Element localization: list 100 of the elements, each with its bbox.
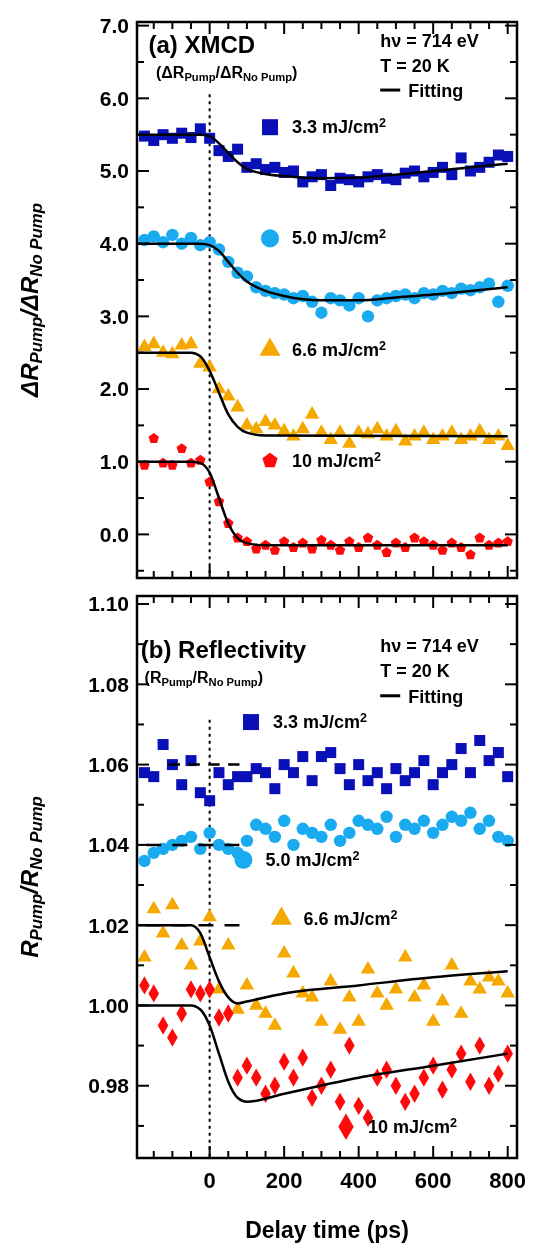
point <box>306 775 318 787</box>
annotation: (R$_{Pump}$/R$_{No Pump}$) <box>144 669 264 688</box>
annotation: (ΔR$_{Pump}$/ΔR$_{No Pump}$) <box>156 63 298 83</box>
x-axis-title: Delay time (ps) <box>245 1217 409 1243</box>
point <box>250 818 263 832</box>
x-tick-label: 600 <box>414 1168 452 1193</box>
point <box>334 763 346 775</box>
y-tick-label: 1.06 <box>88 752 129 776</box>
point <box>221 387 236 401</box>
point <box>407 989 422 1002</box>
y-tick-label: 6.0 <box>99 86 129 110</box>
point <box>436 767 448 779</box>
point <box>370 420 385 434</box>
point <box>409 532 420 543</box>
point <box>268 830 282 844</box>
y-tick-label: 1.0 <box>99 450 129 474</box>
point <box>444 956 460 970</box>
point <box>287 838 300 852</box>
point <box>409 767 421 779</box>
point <box>425 1013 441 1026</box>
point <box>267 417 283 430</box>
point <box>248 997 264 1010</box>
point <box>232 143 244 155</box>
y-tick-label: 3.0 <box>99 304 129 328</box>
point <box>176 779 188 791</box>
point <box>250 158 262 170</box>
point <box>436 818 449 832</box>
point <box>399 775 411 787</box>
point <box>342 989 357 1002</box>
point <box>315 830 328 844</box>
point <box>362 775 374 787</box>
point <box>371 767 383 779</box>
point <box>137 948 152 962</box>
y-tick-label: 7.0 <box>99 13 129 37</box>
point <box>464 767 476 779</box>
y-tick-label: 1.04 <box>88 833 130 857</box>
point <box>361 310 375 323</box>
point <box>295 420 311 434</box>
point <box>325 747 337 759</box>
point <box>239 977 255 990</box>
point <box>502 150 514 162</box>
point <box>221 936 236 950</box>
point <box>146 900 161 914</box>
point <box>482 814 496 827</box>
y-tick-label: 1.08 <box>88 672 130 696</box>
point <box>380 810 393 823</box>
point <box>269 783 281 795</box>
point <box>174 337 189 350</box>
annotation: (a) XMCD <box>148 30 256 58</box>
point <box>314 1013 329 1026</box>
point <box>472 981 487 994</box>
point <box>146 335 161 349</box>
y-tick-label: 5.0 <box>99 159 129 183</box>
point <box>388 981 404 994</box>
point <box>174 936 189 950</box>
legend-label: Fitting <box>408 686 464 707</box>
point <box>323 973 338 986</box>
point <box>267 1017 283 1030</box>
point <box>474 735 486 747</box>
point <box>155 924 171 938</box>
point <box>287 165 299 177</box>
point <box>258 413 273 426</box>
legend-label: 6.6 mJ/cm$^{2}$ <box>303 907 398 929</box>
point <box>463 973 478 986</box>
point <box>500 985 515 998</box>
point <box>148 432 159 443</box>
legend-label: 3.3 mJ/cm$^{2}$ <box>273 711 368 733</box>
point <box>389 830 403 844</box>
point <box>483 755 495 767</box>
point <box>259 822 272 836</box>
y-tick-label: 0.98 <box>88 1074 130 1098</box>
y-tick-label: 1.00 <box>88 993 129 1017</box>
point <box>297 751 309 763</box>
point <box>427 779 439 791</box>
point <box>324 818 337 832</box>
point <box>204 795 216 807</box>
point <box>492 747 504 759</box>
legend-label: 10 mJ/cm$^{2}$ <box>368 1115 458 1137</box>
y-tick-label: 1.10 <box>88 592 129 616</box>
point <box>176 443 187 454</box>
point <box>286 964 301 978</box>
point <box>222 779 234 791</box>
point <box>342 435 357 448</box>
point <box>277 814 291 827</box>
point <box>278 759 290 771</box>
point <box>240 834 254 848</box>
point <box>230 398 245 412</box>
point <box>370 985 385 998</box>
point <box>455 743 467 755</box>
point <box>390 763 402 775</box>
point <box>371 822 384 836</box>
point <box>343 779 355 791</box>
point <box>454 814 468 827</box>
point <box>351 1013 366 1026</box>
point <box>157 739 169 751</box>
annotation: (b) Reflectivity <box>140 635 307 663</box>
point <box>446 759 458 771</box>
legend-label: Fitting <box>408 81 464 102</box>
point <box>248 420 264 434</box>
point <box>166 228 179 242</box>
